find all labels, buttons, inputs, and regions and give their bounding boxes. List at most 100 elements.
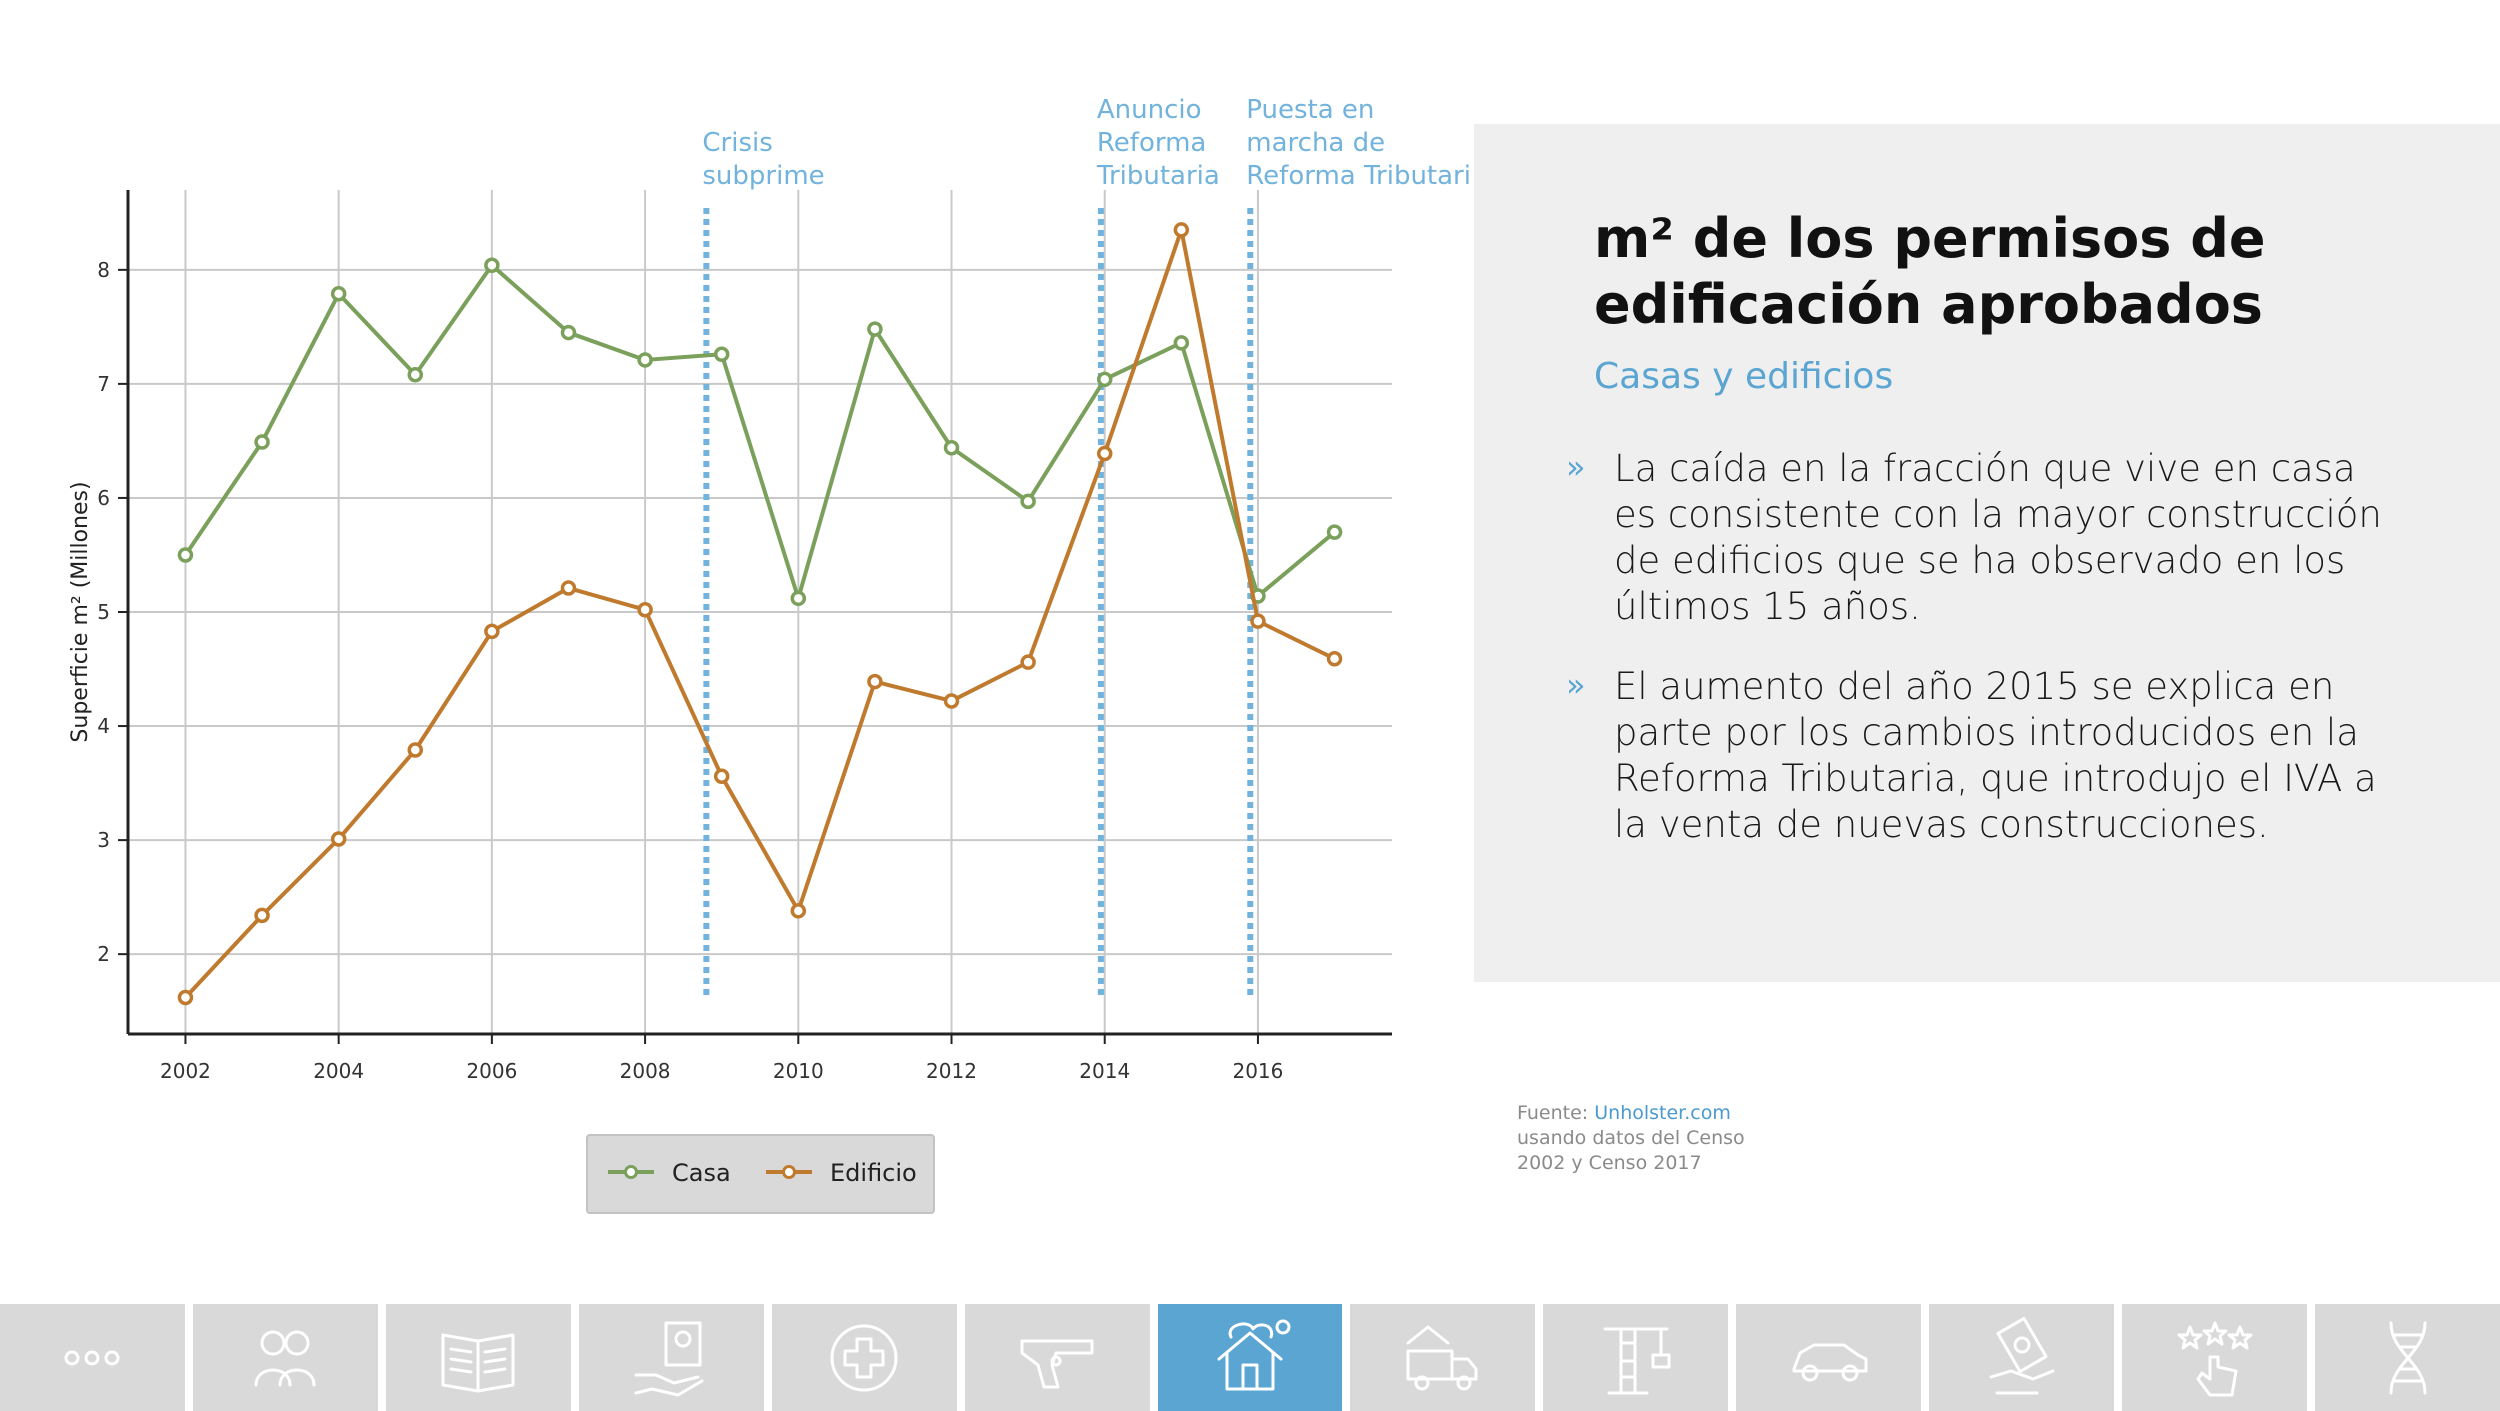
health-cross-icon: [830, 1324, 898, 1391]
panel-title: m² de los permisos de edificación aproba…: [1594, 207, 2266, 336]
data-point-casa: [254, 434, 270, 450]
rating-stars-hand-icon: [2177, 1321, 2253, 1396]
y-tick-label: 7: [97, 372, 110, 396]
bullet-item: » La caída en la fracción que vive en ca…: [1566, 446, 2386, 630]
y-axis-label: Superficie m² (Millones): [68, 481, 93, 742]
bullet-text: La caída en la fracción que vive en casa…: [1614, 447, 2382, 628]
data-point-edificio: [1326, 651, 1343, 667]
event-marker-label: Reforma: [1097, 128, 1206, 158]
nav-tile-book[interactable]: [385, 1304, 571, 1411]
data-point-edificio: [790, 903, 807, 919]
book-icon: [441, 1333, 515, 1392]
legend-swatch-point: [624, 1165, 638, 1179]
data-point-edificio: [484, 623, 500, 640]
legend-box: [586, 1134, 935, 1214]
bottom-nav: [0, 1304, 2500, 1411]
data-point-edificio: [407, 742, 424, 758]
pistol-icon: [1020, 1339, 1094, 1388]
data-point-casa: [1096, 371, 1113, 388]
data-point-casa: [177, 547, 194, 563]
event-marker-label: subprime: [702, 161, 824, 191]
nav-tile-money-hand[interactable]: [1929, 1304, 2115, 1411]
data-point-casa: [560, 324, 577, 341]
construction-crane-icon: [1603, 1327, 1671, 1394]
source-prefix: Fuente:: [1517, 1102, 1595, 1124]
car-icon: [1792, 1343, 1868, 1381]
nav-tile-moving-truck[interactable]: [1350, 1304, 1536, 1411]
nav-tile-pistol[interactable]: [964, 1304, 1150, 1411]
info-panel: [1474, 124, 2500, 982]
nav-tile-people[interactable]: [192, 1304, 378, 1411]
source-note: Fuente: Unholster.com usando datos del C…: [1517, 1101, 1817, 1176]
event-marker-label: Crisis: [702, 128, 772, 158]
data-point-casa: [330, 286, 347, 302]
event-marker-label: Tributaria: [1096, 161, 1220, 191]
x-tick-label: 2012: [926, 1059, 977, 1083]
x-tick-label: 2016: [1232, 1059, 1283, 1083]
data-point-casa: [790, 590, 807, 607]
data-point-casa: [867, 321, 883, 337]
data-point-casa: [1326, 524, 1343, 540]
x-tick-label: 2010: [773, 1059, 824, 1083]
series-line-casa: [183, 263, 1336, 601]
more-dots-icon: [64, 1350, 120, 1365]
data-point-edificio: [867, 673, 883, 690]
data-point-edificio: [713, 768, 730, 784]
x-tick-label: 2014: [1079, 1059, 1130, 1083]
x-tick-label: 2002: [160, 1059, 211, 1083]
bullet-marker: »: [1566, 666, 1586, 704]
data-point-casa: [943, 440, 960, 456]
nav-tile-house[interactable]: [1157, 1304, 1343, 1411]
bullet-text: El aumento del año 2015 se explica en pa…: [1614, 665, 2377, 846]
data-point-edificio: [254, 907, 270, 924]
y-tick-label: 2: [97, 942, 110, 966]
nav-tile-more-dots[interactable]: [0, 1304, 185, 1411]
y-tick-label: 6: [97, 486, 110, 510]
source-line-3: 2002 y Censo 2017: [1517, 1152, 1702, 1174]
house-icon: [1217, 1319, 1291, 1390]
hand-certificate-icon: [634, 1321, 704, 1396]
panel-subtitle: Casas y edificios: [1594, 356, 1894, 397]
event-marker-label: Reforma Tributaria: [1246, 161, 1470, 191]
source-line-2: usando datos del Censo: [1517, 1127, 1745, 1149]
nav-tile-hand-certificate[interactable]: [578, 1304, 764, 1411]
legend-label: Edificio: [830, 1159, 917, 1187]
nav-tile-rating-stars-hand[interactable]: [2122, 1304, 2308, 1411]
x-tick-label: 2004: [313, 1059, 364, 1083]
legend-label: Casa: [672, 1159, 731, 1187]
nav-tile-health-cross[interactable]: [771, 1304, 957, 1411]
data-point-edificio: [1020, 654, 1036, 670]
legend-swatch-point: [782, 1165, 796, 1179]
data-point-edificio: [943, 693, 960, 709]
y-tick-label: 8: [97, 258, 110, 282]
y-tick-label: 5: [97, 600, 110, 624]
data-point-casa: [713, 346, 730, 362]
data-point-edificio: [177, 989, 194, 1006]
nav-tile-car[interactable]: [1736, 1304, 1922, 1411]
x-tick-label: 2006: [466, 1059, 517, 1083]
dna-icon: [2389, 1321, 2427, 1394]
event-marker-label: Anuncio: [1097, 95, 1202, 125]
data-point-edificio: [330, 831, 347, 847]
data-point-edificio: [1250, 613, 1266, 629]
line-chart: 2002 2004 2006 2008 2010 2012 2014 2016 2 3 4 5 6 7 8 S…: [68, 95, 1470, 1214]
data-point-casa: [484, 257, 500, 274]
bullet-item: » El aumento del año 2015 se explica en …: [1566, 664, 2386, 848]
data-point-edificio: [1096, 445, 1113, 462]
nav-tile-construction-crane[interactable]: [1543, 1304, 1729, 1411]
y-tick-label: 3: [97, 828, 110, 852]
source-link[interactable]: Unholster.com: [1594, 1102, 1731, 1124]
people-icon: [254, 1330, 316, 1386]
data-point-edificio: [1173, 222, 1190, 238]
bullet-list: » La caída en la fracción que vive en ca…: [1566, 446, 2386, 882]
nav-tile-dna[interactable]: [2315, 1304, 2500, 1411]
x-tick-label: 2008: [620, 1059, 671, 1083]
data-point-casa: [637, 352, 653, 368]
data-point-casa: [407, 367, 424, 383]
bullet-marker: »: [1566, 448, 1586, 486]
data-point-casa: [1173, 335, 1190, 351]
money-hand-icon: [1989, 1316, 2055, 1394]
event-marker-label: marcha de: [1246, 128, 1385, 158]
event-marker-label: Puesta en: [1246, 95, 1374, 125]
moving-truck-icon: [1406, 1325, 1478, 1390]
